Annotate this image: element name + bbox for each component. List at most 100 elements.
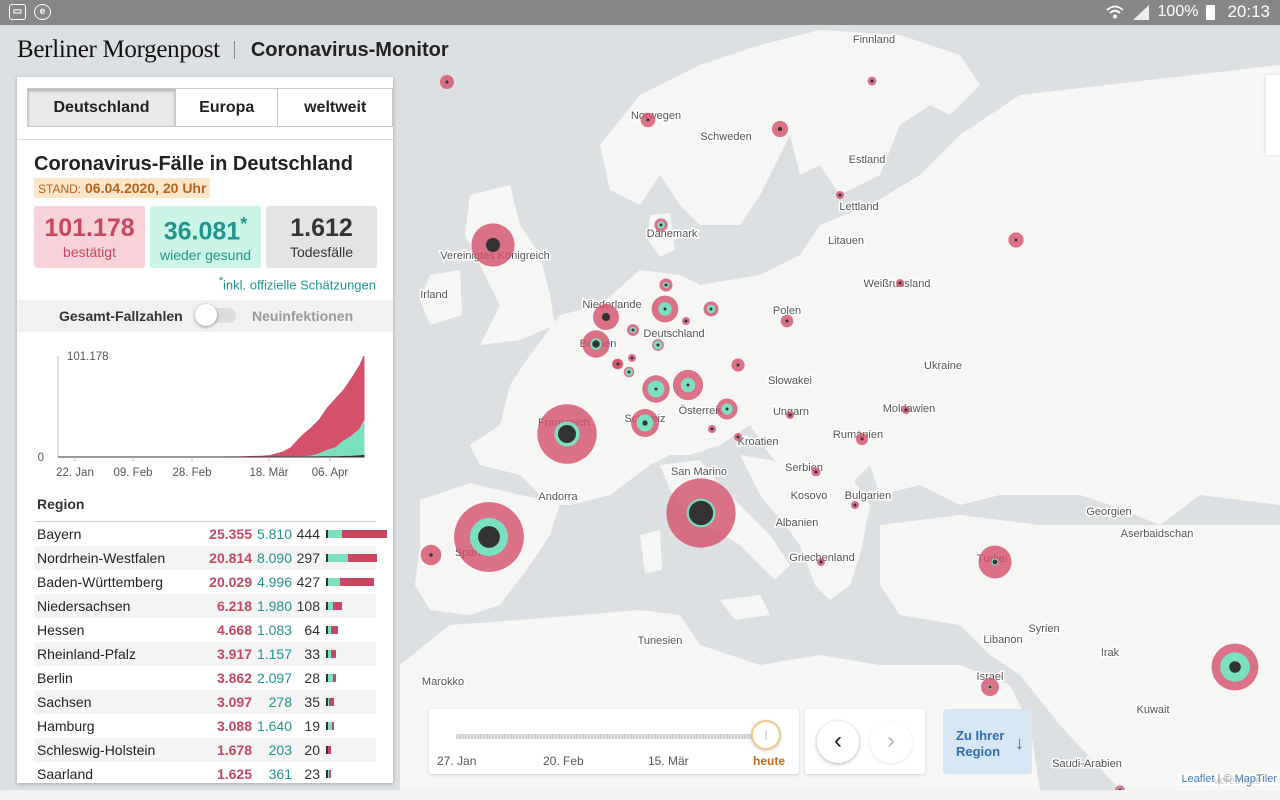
state-bubble[interactable] (628, 354, 636, 362)
berliner-morgenpost-logo[interactable]: Berliner Morgenpost (17, 36, 220, 63)
timeline-nav: ‹ › (805, 709, 925, 774)
state-bubble[interactable] (627, 324, 639, 336)
tab-europa[interactable]: Europa (175, 88, 279, 127)
state-bubble[interactable] (672, 369, 704, 401)
header-divider (233, 41, 235, 59)
region-row[interactable]: Baden-Württemberg 20.029 4.996 427 (34, 570, 376, 594)
country-bubble[interactable] (582, 330, 610, 358)
region-name: Rheinland-Pfalz (37, 646, 136, 662)
region-row[interactable]: Hamburg 3.088 1.640 19 (34, 714, 376, 738)
tab-weltweit[interactable]: weltweit (277, 88, 393, 127)
bar-recovered (328, 722, 332, 730)
bubble-deaths (736, 363, 740, 367)
region-row[interactable]: Hessen 4.668 1.083 64 (34, 618, 376, 642)
cases-chart: 0 101.178 22. Jan 09. Feb 28. Feb 18. Mär 06. … (38, 351, 365, 479)
country-bubble[interactable] (896, 279, 904, 287)
chevron-right-icon[interactable]: › (870, 721, 912, 763)
country-bubble[interactable] (537, 404, 597, 464)
bar-deaths (326, 554, 328, 562)
chevron-left-icon[interactable]: ‹ (817, 721, 859, 763)
country-bubble[interactable] (981, 678, 999, 696)
your-region-button[interactable]: Zu Ihrer Region ↓ (943, 709, 1032, 774)
bar-active (347, 554, 377, 562)
country-bubble[interactable] (1211, 643, 1259, 691)
bar-active (328, 770, 331, 778)
footnote-text: inkl. offizielle Schätzungen (223, 277, 376, 293)
bubble-deaths (1229, 661, 1241, 673)
state-bubble[interactable] (623, 366, 635, 378)
country-bubble[interactable] (978, 545, 1012, 579)
bar-deaths (326, 722, 328, 730)
region-row[interactable]: Schleswig-Holstein 1.678 203 20 (34, 738, 376, 762)
country-bubble[interactable] (593, 304, 619, 330)
bar-active (342, 530, 387, 538)
state-bubble[interactable] (682, 317, 690, 325)
map[interactable]: Finnland Norwegen Schweden Estland Lettland D… (0, 25, 1280, 790)
map-control-stub[interactable] (1266, 75, 1280, 155)
country-bubble[interactable] (855, 432, 869, 446)
map-bubbles[interactable] (420, 75, 1259, 790)
divider (17, 139, 393, 140)
state-bubble[interactable] (652, 339, 664, 351)
country-bubble[interactable] (771, 120, 789, 138)
bubble-deaths (486, 238, 500, 252)
state-bubble[interactable] (703, 301, 719, 317)
state-bubble[interactable] (642, 375, 670, 403)
region-row[interactable]: Bayern 25.355 5.810 444 (34, 522, 387, 546)
country-bubble[interactable] (654, 218, 668, 232)
region-row[interactable]: Sachsen 3.097 278 35 (34, 690, 376, 714)
map-label: Albanien (776, 517, 819, 529)
region-bar (326, 530, 387, 538)
tab-deutschland[interactable]: Deutschland (27, 88, 177, 127)
map-label: Kuwait (1136, 704, 1169, 716)
country-bubble[interactable] (666, 478, 736, 548)
y-tick-label: 101.178 (67, 351, 109, 363)
footnote-star-marker: * (218, 275, 224, 287)
state-bubble[interactable] (612, 358, 624, 370)
country-bubble[interactable] (836, 191, 844, 199)
country-bubble[interactable] (902, 406, 910, 414)
toggle-label-total[interactable]: Gesamt-Fallzahlen (59, 308, 183, 324)
country-bubble[interactable] (454, 502, 524, 572)
maptiler-link[interactable]: MapTiler (1234, 773, 1277, 785)
country-bubble[interactable] (817, 558, 825, 566)
timeline-track[interactable] (456, 734, 769, 739)
region-row[interactable]: Niedersachsen 6.218 1.980 108 (34, 594, 376, 618)
bar-active (340, 578, 374, 586)
state-bubble[interactable] (651, 295, 679, 323)
map-label: Andorra (538, 491, 578, 503)
bubble-cases[interactable] (1115, 785, 1125, 790)
country-bubble[interactable] (440, 75, 454, 89)
country-bubble[interactable] (1008, 232, 1024, 248)
mode-toggle-switch[interactable] (195, 304, 236, 326)
country-bubble[interactable] (731, 358, 745, 372)
region-row[interactable]: Berlin 3.862 2.097 28 (34, 666, 376, 690)
region-bar (326, 722, 335, 730)
country-bubble[interactable] (640, 112, 656, 128)
region-row[interactable]: Nordrhein-Westfalen 20.814 8.090 297 (34, 546, 377, 570)
country-bubble[interactable] (786, 411, 794, 419)
country-bubble[interactable] (716, 398, 738, 420)
country-bubble[interactable] (851, 501, 859, 509)
toggle-knob[interactable] (195, 304, 217, 326)
bubble-deaths (736, 435, 740, 439)
country-bubble[interactable] (780, 314, 794, 328)
state-bubble[interactable] (659, 278, 673, 292)
country-bubble[interactable] (420, 544, 442, 566)
country-bubble[interactable] (471, 223, 515, 267)
country-bubble[interactable] (708, 425, 716, 433)
country-bubble[interactable] (867, 76, 877, 86)
bubble-deaths (592, 340, 600, 348)
timeline-handle[interactable] (751, 720, 781, 750)
region-row[interactable]: Rheinland-Pfalz 3.917 1.157 33 (34, 642, 376, 666)
country-bubble[interactable] (734, 433, 742, 441)
leaflet-link[interactable]: Leaflet (1181, 773, 1215, 785)
region-row[interactable]: Saarland 1.625 361 23 (34, 762, 376, 783)
map-canvas[interactable]: Finnland Norwegen Schweden Estland Lettland D… (0, 25, 1280, 790)
country-bubble[interactable] (1115, 785, 1125, 790)
bar-recovered (328, 770, 329, 778)
country-bubble[interactable] (631, 409, 659, 437)
toggle-label-new[interactable]: Neuinfektionen (252, 308, 354, 324)
country-bubble[interactable] (811, 467, 821, 477)
bar-active (328, 698, 335, 706)
